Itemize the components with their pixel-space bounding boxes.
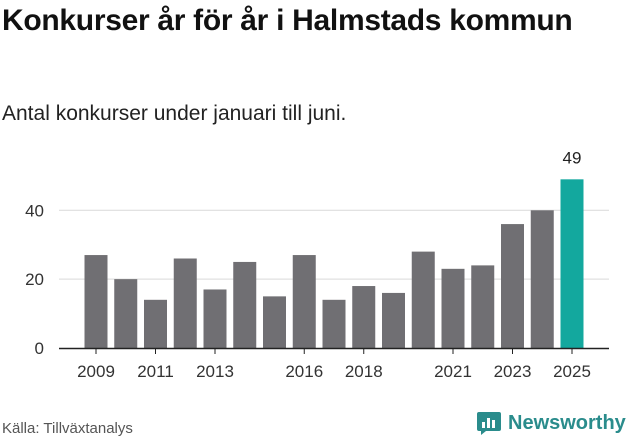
bar-2009 bbox=[84, 255, 108, 348]
brand-name: Newsworthy bbox=[508, 411, 626, 434]
y-tick-label: 40 bbox=[25, 201, 44, 220]
bar-2018 bbox=[352, 286, 376, 348]
bar-2017 bbox=[322, 299, 346, 348]
bar-2025 bbox=[560, 179, 584, 348]
bar-2023 bbox=[501, 224, 524, 348]
x-tick-label: 2013 bbox=[196, 362, 234, 381]
x-tick-label: 2009 bbox=[77, 362, 115, 381]
x-tick-label: 2016 bbox=[285, 362, 323, 381]
newsworthy-logo: Newsworthy bbox=[476, 409, 626, 437]
x-tick-label: 2025 bbox=[553, 362, 591, 381]
y-tick-label: 0 bbox=[35, 339, 44, 358]
bar-2011 bbox=[144, 299, 167, 348]
bar-2016 bbox=[292, 255, 316, 348]
bar-2013 bbox=[203, 289, 227, 348]
x-tick-label: 2021 bbox=[434, 362, 472, 381]
bar-2010 bbox=[114, 279, 138, 348]
bar-2021 bbox=[441, 268, 465, 348]
data-label: 49 bbox=[563, 148, 582, 167]
bar-2015 bbox=[263, 296, 286, 348]
bar-2020 bbox=[411, 251, 435, 348]
bar-2019 bbox=[382, 292, 405, 348]
bar-2012 bbox=[173, 258, 197, 348]
bar-2014 bbox=[233, 261, 257, 348]
chart-subtitle: Antal konkurser under januari till juni. bbox=[2, 102, 347, 125]
source-note: Källa: Tillväxtanalys bbox=[2, 420, 133, 437]
chart-title: Konkurser år för år i Halmstads kommun bbox=[2, 4, 573, 37]
x-tick-label: 2023 bbox=[494, 362, 532, 381]
x-tick-label: 2018 bbox=[345, 362, 383, 381]
x-tick-label: 2011 bbox=[137, 362, 174, 381]
bar-2024 bbox=[530, 210, 554, 348]
newsworthy-logo-icon bbox=[477, 412, 501, 435]
bar-2022 bbox=[471, 265, 495, 348]
y-tick-label: 20 bbox=[25, 270, 44, 289]
